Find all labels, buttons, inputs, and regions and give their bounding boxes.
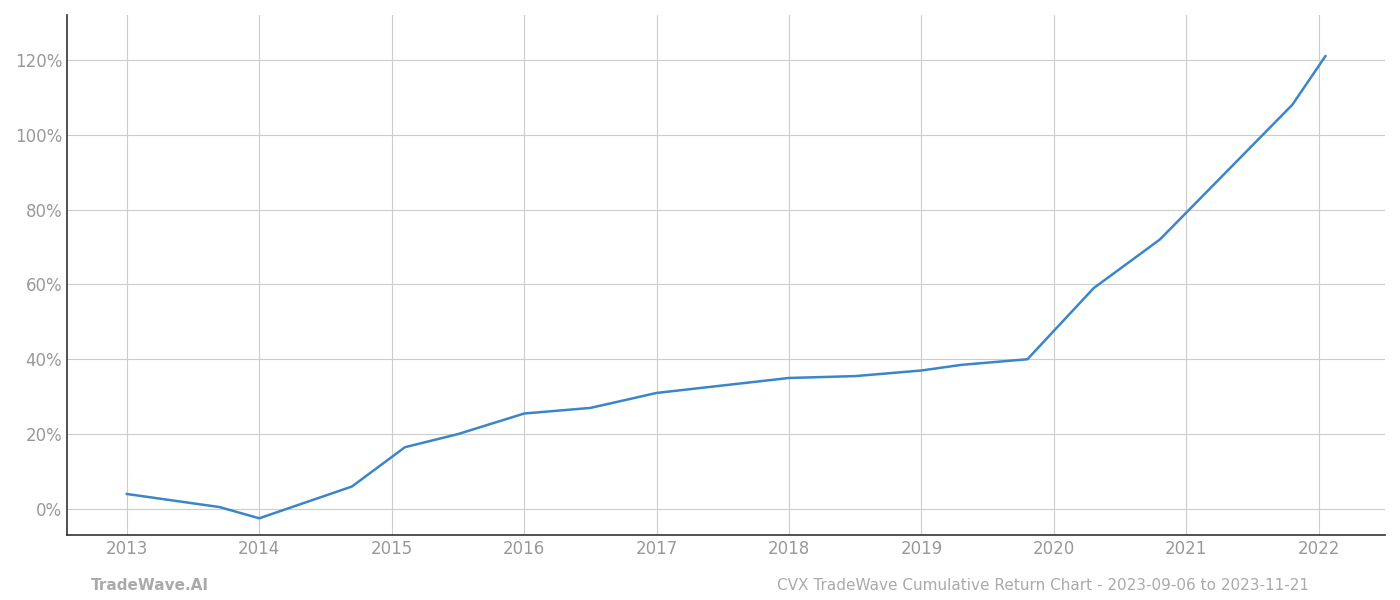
Text: CVX TradeWave Cumulative Return Chart - 2023-09-06 to 2023-11-21: CVX TradeWave Cumulative Return Chart - …: [777, 578, 1309, 593]
Text: TradeWave.AI: TradeWave.AI: [91, 578, 209, 593]
